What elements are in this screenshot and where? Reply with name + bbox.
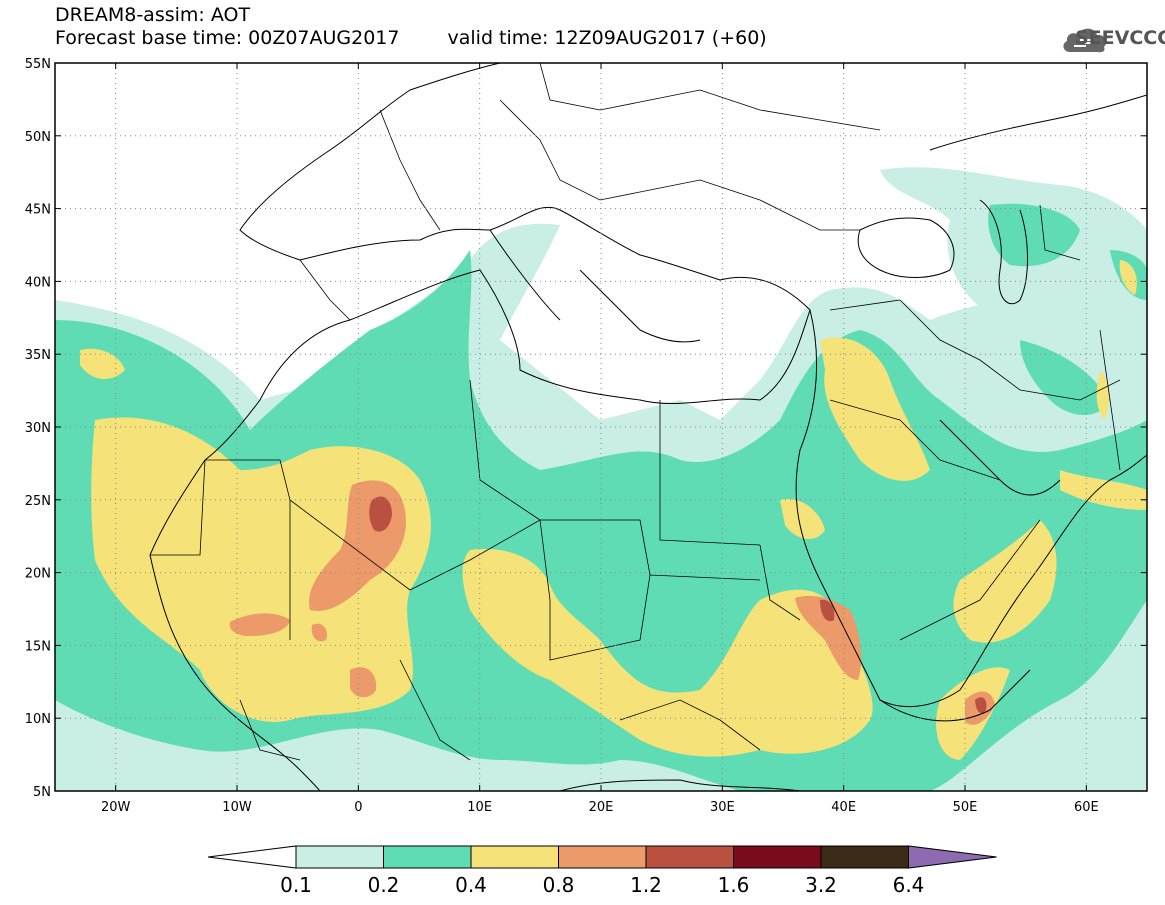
borders [150, 63, 1121, 761]
lon-label: 30E [710, 800, 735, 815]
lon-label: 20W [101, 800, 131, 815]
lat-label: 25N [25, 494, 51, 509]
colorbar-swatch-1.6-3.2 [733, 845, 822, 869]
lon-label: 50E [953, 800, 978, 815]
colorbar-label: 0.1 [280, 873, 312, 897]
map-title: DREAM8-assim: AOT [55, 4, 251, 26]
lon-label: 0 [354, 800, 362, 815]
lon-label: 10E [467, 800, 492, 815]
colorbar-label: 3.2 [805, 873, 837, 897]
coastlines [149, 63, 1147, 791]
colorbar-swatch-0.4-0.8 [470, 845, 559, 869]
axis-ticks [55, 62, 1147, 792]
map-subtitle: Forecast base time: 00Z07AUG2017 valid ti… [55, 27, 767, 49]
colorbar-label: 1.6 [718, 873, 750, 897]
lon-label: 40E [831, 800, 856, 815]
longitude-labels: 20W 10W 0 10E 20E 30E 40E 50E 60E [101, 800, 1099, 815]
lat-label: 45N [25, 203, 51, 218]
valid-time: valid time: 12Z09AUG2017 (+60) [447, 27, 767, 49]
lon-label: 20E [589, 800, 614, 815]
colorbar-swatch-3.2-6.4 [820, 845, 909, 869]
colorbar-swatch-0.2-0.4 [383, 845, 472, 869]
lat-label: 20N [25, 567, 51, 582]
colorbar [207, 845, 997, 869]
lon-label: 10W [222, 800, 252, 815]
colorbar-swatch-above-6.4 [908, 845, 997, 869]
lat-label: 55N [25, 57, 51, 72]
colorbar-label: 6.4 [893, 873, 925, 897]
lat-label: 40N [25, 275, 51, 290]
lat-label: 10N [25, 712, 51, 727]
aot-band-1.2-1.6 [369, 496, 987, 714]
lat-label: 50N [25, 130, 51, 145]
colorbar-label: 1.2 [630, 873, 662, 897]
lat-label: 30N [25, 421, 51, 436]
colorbar-label: 0.4 [455, 873, 487, 897]
colorbar-swatch-0.8-1.2 [558, 845, 647, 869]
cloud-logo-icon [1063, 28, 1107, 53]
lat-label: 35N [25, 348, 51, 363]
lon-label: 60E [1074, 800, 1099, 815]
colorbar-labels: 0.1 0.2 0.4 0.8 1.2 1.6 3.2 6.4 [280, 873, 924, 897]
graticule [55, 63, 1147, 791]
colorbar-label: 0.2 [368, 873, 400, 897]
lat-label: 5N [33, 785, 51, 800]
colorbar-swatch-0.1-0.2 [295, 845, 384, 869]
aot-field [55, 63, 1147, 791]
colorbar-label: 0.8 [543, 873, 575, 897]
colorbar-swatch-below-0.1 [207, 845, 297, 869]
colorbar-swatch-1.2-1.6 [645, 845, 734, 869]
lat-label: 15N [25, 639, 51, 654]
latitude-labels: 5N 10N 15N 20N 25N 30N 35N 40N 45N 50N 55N [25, 57, 51, 800]
base-time: Forecast base time: 00Z07AUG2017 [55, 27, 400, 49]
logo-text: SEEVCCC [1075, 27, 1165, 49]
